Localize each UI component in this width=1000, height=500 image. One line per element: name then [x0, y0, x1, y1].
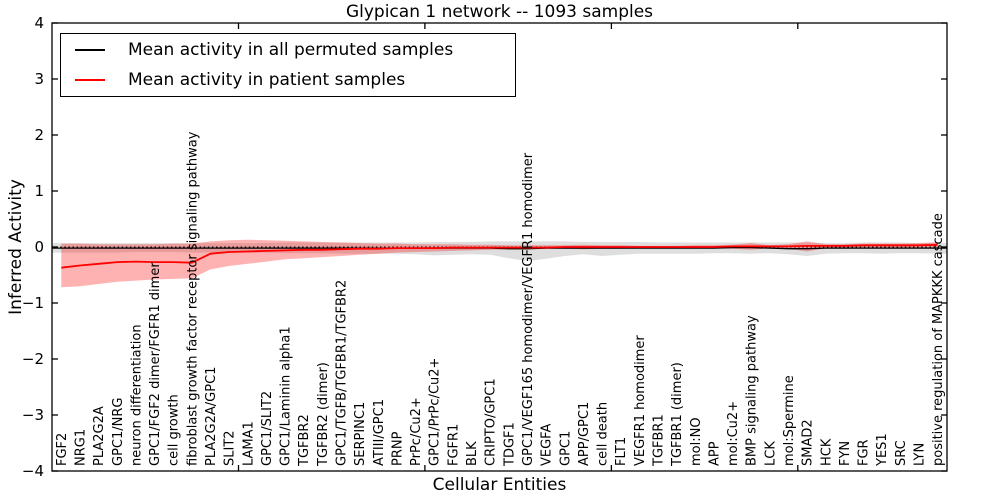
legend-item-permuted: Mean activity in all permuted samples	[75, 37, 515, 63]
x-category-label: TGFBR1	[652, 414, 667, 467]
x-category-label: LAMA1	[241, 421, 256, 466]
x-category-label: SLIT2	[223, 430, 238, 466]
x-category-label: fibroblast growth factor receptor signal…	[185, 131, 200, 466]
x-category-label: GPC1/PrPc/Cu2+	[428, 358, 443, 466]
x-category-label: GPC1/TGFB/TGFBR1/TGFBR2	[335, 280, 350, 466]
y-tick-label: −2	[22, 350, 44, 368]
x-category-label: GPC1/NRG	[111, 398, 126, 466]
x-category-label: LYN	[913, 443, 928, 466]
x-category-label: CRIPTO/GPC1	[484, 378, 499, 466]
x-category-label: cell growth	[167, 394, 182, 466]
x-category-label: PRNP	[390, 431, 405, 466]
y-tick-label: 1	[34, 182, 44, 200]
x-category-label: SRC	[894, 440, 909, 466]
x-category-label: mol:NO	[689, 417, 704, 466]
x-category-label: VEGFA	[540, 424, 555, 466]
y-tick-label: 2	[34, 126, 44, 144]
x-category-label: GPC1/SLIT2	[260, 391, 275, 466]
x-category-label: SERPINC1	[353, 402, 368, 466]
x-category-label: SMAD2	[801, 419, 816, 466]
x-category-label: YES1	[875, 433, 890, 467]
x-category-label: VEGFR1 homodimer	[633, 335, 648, 466]
x-category-label: GPC1/FGF2 dimer/FGFR1 dimer	[148, 262, 163, 466]
x-category-label: GPC1/VEGF165 homodimer/VEGFR1 homodimer	[521, 152, 536, 466]
x-category-label: FYN	[838, 441, 853, 466]
legend: Mean activity in all permuted samples Me…	[60, 33, 516, 97]
patient-range-band	[61, 239, 938, 288]
x-category-label: TGFBR2	[297, 414, 312, 467]
x-category-label: GPC1	[558, 431, 573, 466]
x-category-label: mol:Spermine	[782, 375, 797, 466]
x-category-label: PLA2G2A/GPC1	[204, 367, 219, 466]
legend-label-patient: Mean activity in patient samples	[128, 69, 406, 90]
x-category-label: APP	[707, 441, 722, 466]
x-category-label: mol:Cu2+	[726, 401, 741, 466]
x-category-label: cell death	[596, 402, 611, 466]
x-category-label: PrPc/Cu2+	[409, 397, 424, 466]
x-category-label: ATIII/GPC1	[372, 399, 387, 466]
x-category-label: FLT1	[614, 437, 629, 466]
x-category-label: HCK	[819, 438, 834, 466]
legend-label-permuted: Mean activity in all permuted samples	[128, 40, 454, 61]
y-tick-label: −1	[22, 294, 44, 312]
x-category-label: PLA2G2A	[92, 406, 107, 466]
x-category-label: FGF2	[55, 433, 70, 466]
chart-title: Glypican 1 network -- 1093 samples	[345, 2, 654, 22]
x-category-label: TDGF1	[502, 422, 517, 467]
x-axis-label: Cellular Entities	[432, 475, 567, 495]
x-category-label: GPC1/Laminin alpha1	[279, 326, 294, 466]
y-tick-label: 0	[34, 238, 44, 256]
patient-mean-line	[61, 243, 938, 269]
y-tick-label: 3	[34, 70, 44, 88]
x-category-label: FGR	[857, 439, 872, 466]
x-category-label: TGFBR1 (dimer)	[670, 362, 685, 467]
y-tick-label: −4	[22, 462, 44, 480]
legend-item-patient: Mean activity in patient samples	[75, 67, 515, 93]
x-category-label: BLK	[465, 441, 480, 466]
x-category-label: FGFR1	[446, 424, 461, 466]
x-category-label: BMP signaling pathway	[745, 315, 760, 466]
x-category-label: positive regulation of MAPKKK cascade	[931, 213, 946, 466]
x-category-label: LCK	[763, 441, 778, 466]
y-tick-label: 4	[34, 14, 44, 32]
x-category-label: NRG1	[74, 429, 89, 466]
x-category-label: neuron differentiation	[129, 324, 144, 466]
permuted-line-swatch	[75, 49, 105, 52]
x-category-label: APP/GPC1	[577, 402, 592, 466]
x-category-label: TGFBR2 (dimer)	[316, 362, 331, 467]
y-tick-label: −3	[22, 406, 44, 424]
patient-line-swatch	[75, 78, 105, 81]
